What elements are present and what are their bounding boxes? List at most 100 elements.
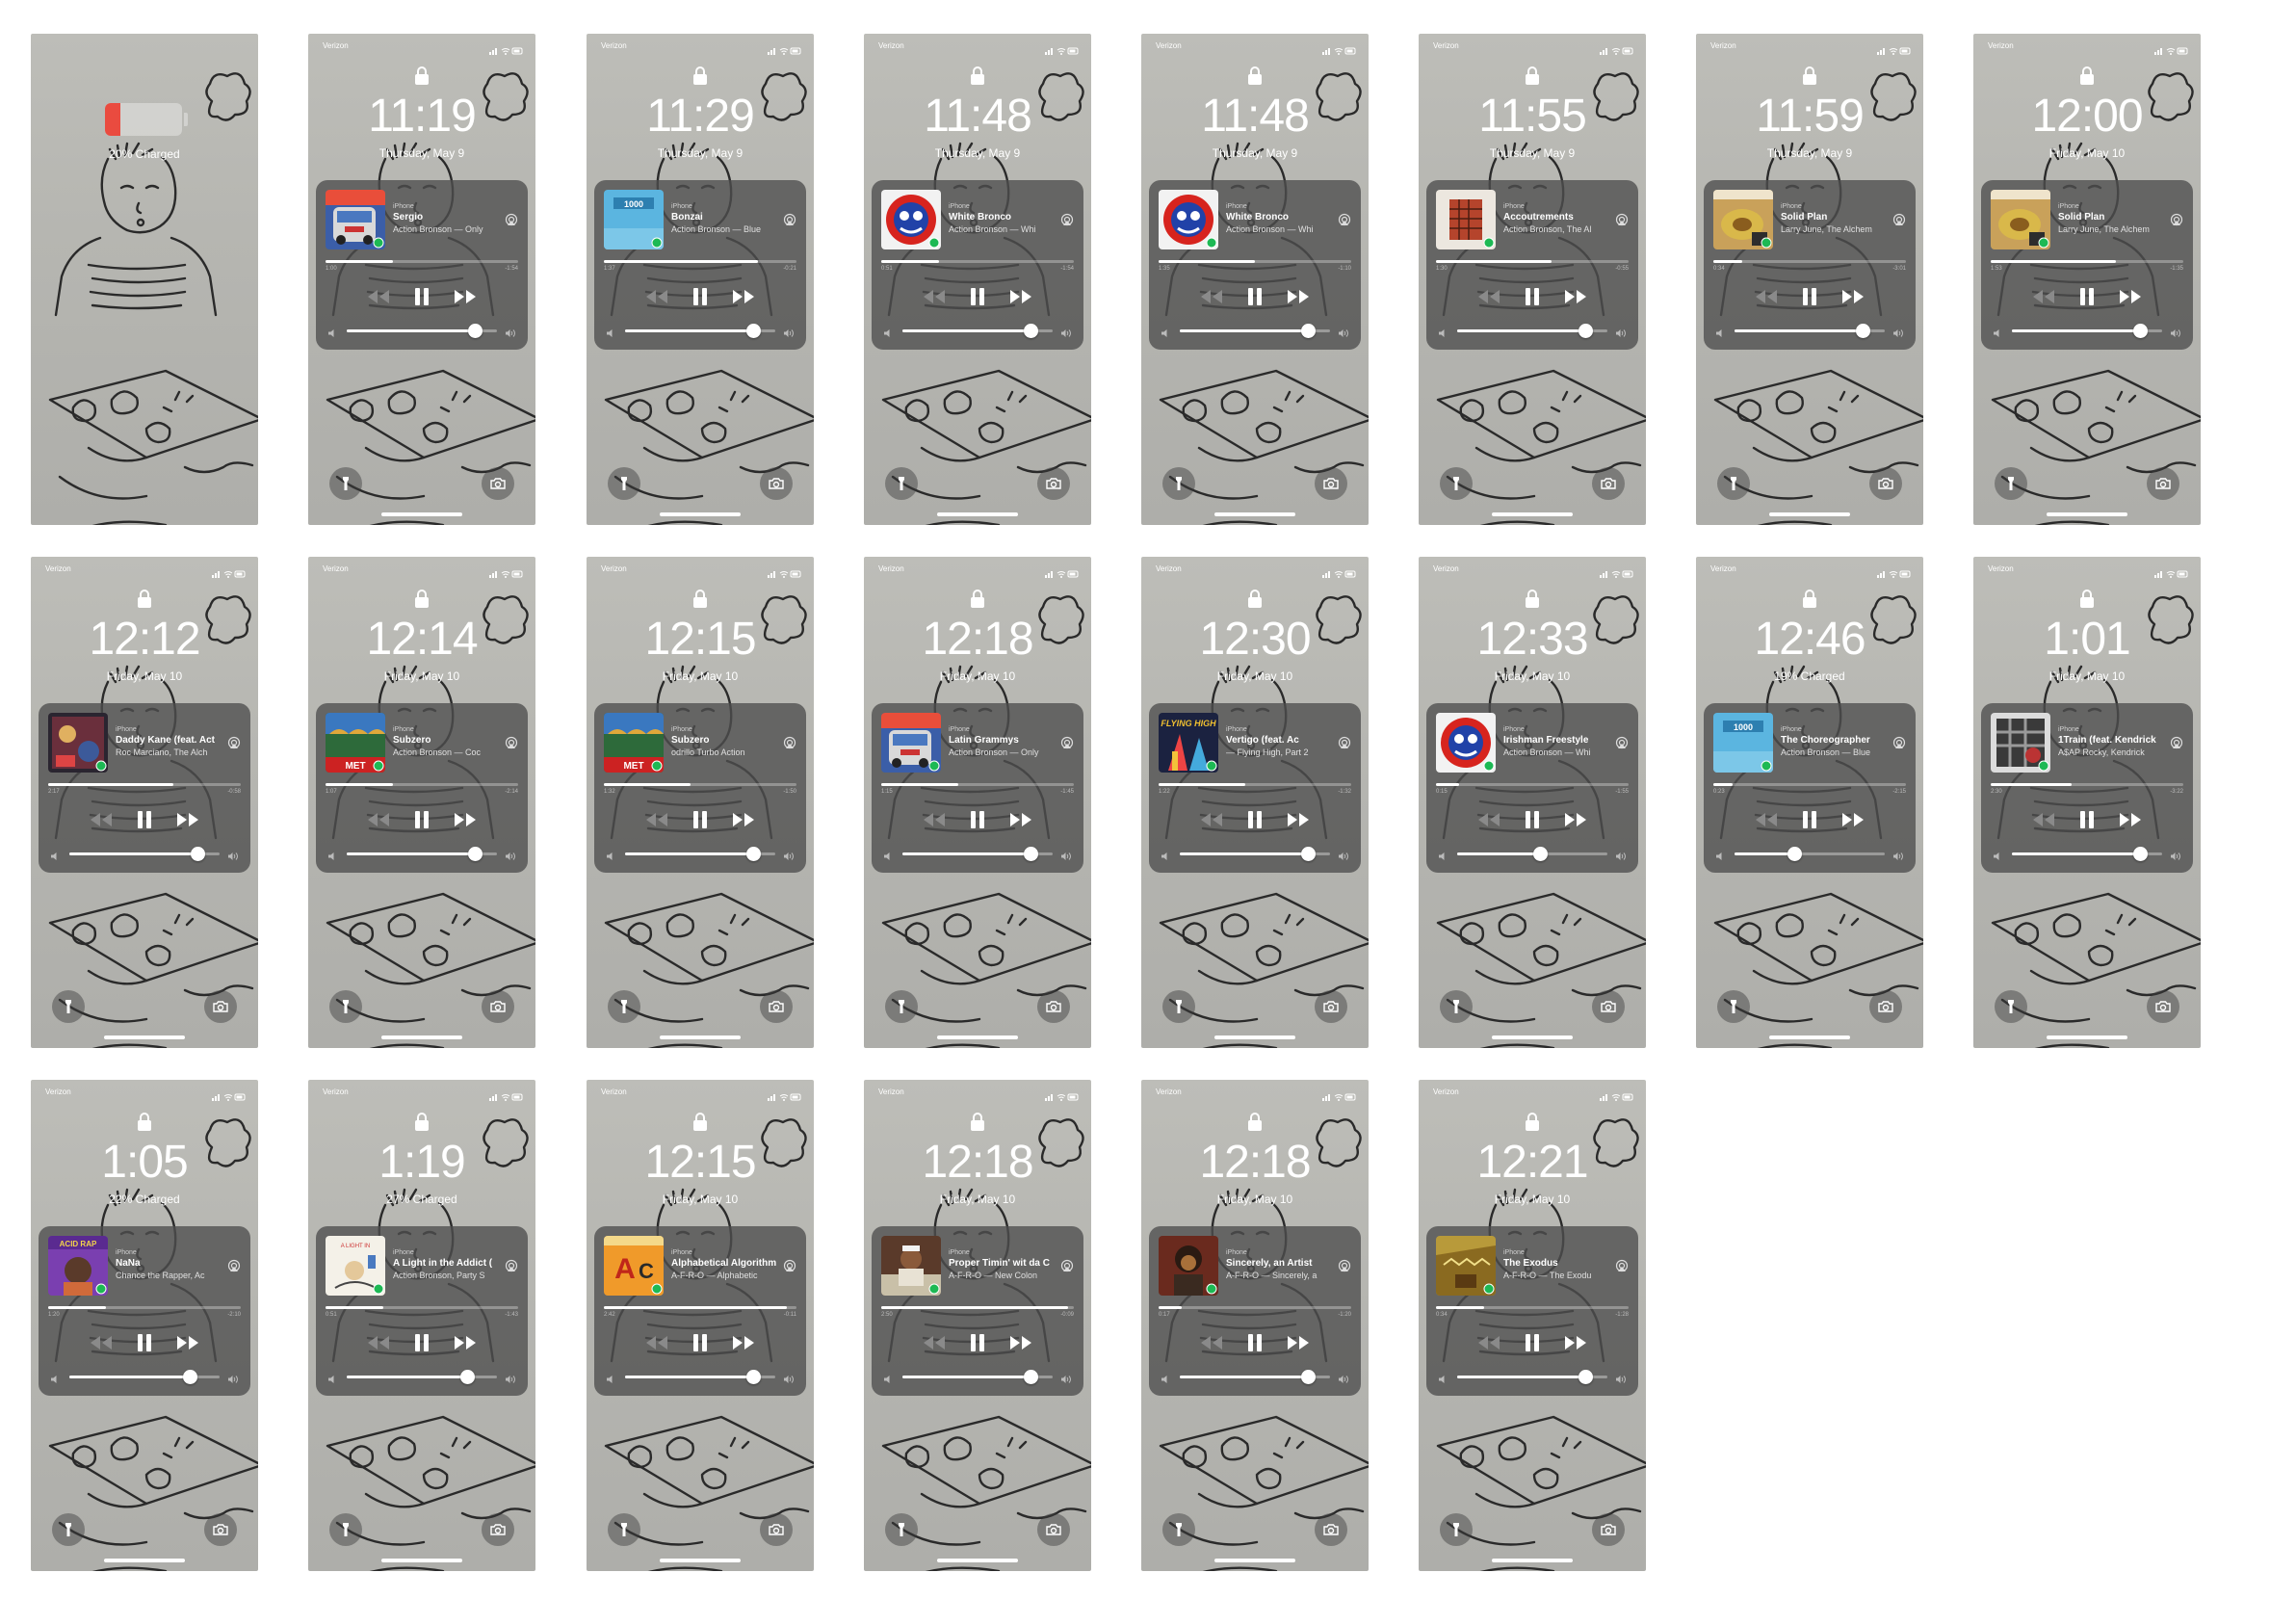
album-art[interactable] — [881, 190, 941, 249]
airplay-icon[interactable] — [1338, 736, 1351, 749]
progress-bar[interactable] — [604, 1306, 796, 1309]
camera-button[interactable] — [1037, 1513, 1070, 1546]
volume-slider[interactable] — [604, 323, 796, 338]
forward-button[interactable] — [1840, 284, 1866, 309]
now-playing-card[interactable]: MET iPhone Subzero Action Bronson — Coc 1:07… — [316, 703, 528, 873]
volume-slider[interactable] — [1436, 846, 1629, 861]
volume-track[interactable] — [2012, 847, 2162, 861]
flashlight-button[interactable] — [329, 467, 362, 500]
forward-button[interactable] — [1563, 807, 1588, 832]
volume-track[interactable] — [347, 1370, 497, 1384]
progress-bar[interactable] — [48, 783, 241, 786]
now-playing-card[interactable]: MET iPhone Subzero odrillo Turbo Action 1:32… — [594, 703, 806, 873]
volume-track[interactable] — [1735, 324, 1885, 338]
flashlight-button[interactable] — [1717, 467, 1750, 500]
progress-bar[interactable] — [1436, 260, 1629, 263]
pause-button[interactable] — [1797, 807, 1822, 832]
volume-slider[interactable] — [1713, 846, 1906, 861]
album-art[interactable] — [326, 190, 385, 249]
airplay-icon[interactable] — [1338, 1259, 1351, 1272]
volume-slider[interactable] — [881, 1369, 1074, 1384]
now-playing-card[interactable]: iPhone Solid Plan Larry June, The Alchem 1:… — [1981, 180, 2193, 350]
airplay-icon[interactable] — [1615, 1259, 1629, 1272]
album-art[interactable] — [1713, 190, 1773, 249]
album-art[interactable] — [1436, 713, 1496, 773]
flashlight-button[interactable] — [52, 990, 85, 1023]
volume-track[interactable] — [902, 847, 1053, 861]
home-indicator[interactable] — [104, 1559, 185, 1562]
volume-knob[interactable] — [745, 1370, 761, 1384]
forward-button[interactable] — [175, 1330, 200, 1355]
forward-button[interactable] — [1008, 284, 1033, 309]
volume-track[interactable] — [347, 324, 497, 338]
airplay-icon[interactable] — [1615, 736, 1629, 749]
album-art[interactable] — [881, 1236, 941, 1296]
camera-button[interactable] — [2147, 467, 2179, 500]
pause-button[interactable] — [965, 1330, 990, 1355]
camera-button[interactable] — [1592, 467, 1625, 500]
camera-button[interactable] — [482, 990, 514, 1023]
airplay-icon[interactable] — [1060, 736, 1074, 749]
home-indicator[interactable] — [381, 512, 462, 516]
rewind-button[interactable] — [1476, 1330, 1501, 1355]
album-art[interactable]: MET — [326, 713, 385, 773]
volume-knob[interactable] — [1023, 847, 1038, 861]
camera-button[interactable] — [760, 1513, 793, 1546]
home-indicator[interactable] — [1769, 1035, 1850, 1039]
pause-button[interactable] — [2074, 284, 2100, 309]
rewind-button[interactable] — [2031, 284, 2056, 309]
progress-bar[interactable] — [1991, 783, 2183, 786]
now-playing-card[interactable]: iPhone Irishman Freestyle Action Bronson —… — [1426, 703, 1638, 873]
flashlight-button[interactable] — [52, 1513, 85, 1546]
flashlight-button[interactable] — [1995, 467, 2027, 500]
pause-button[interactable] — [1242, 284, 1267, 309]
volume-knob[interactable] — [1300, 324, 1316, 338]
volume-track[interactable] — [1457, 847, 1607, 861]
airplay-icon[interactable] — [1615, 213, 1629, 226]
rewind-button[interactable] — [922, 807, 947, 832]
volume-knob[interactable] — [467, 324, 483, 338]
volume-track[interactable] — [902, 324, 1053, 338]
airplay-icon[interactable] — [1060, 213, 1074, 226]
home-indicator[interactable] — [1492, 512, 1573, 516]
flashlight-button[interactable] — [1440, 1513, 1473, 1546]
album-art[interactable] — [1991, 713, 2050, 773]
flashlight-button[interactable] — [1162, 467, 1195, 500]
volume-knob[interactable] — [467, 847, 483, 861]
album-art[interactable] — [881, 713, 941, 773]
volume-knob[interactable] — [1023, 1370, 1038, 1384]
now-playing-card[interactable]: FLYING HIGH iPhone Vertigo (feat. Ac — Flyi… — [1149, 703, 1361, 873]
home-indicator[interactable] — [660, 1035, 741, 1039]
rewind-button[interactable] — [644, 1330, 669, 1355]
airplay-icon[interactable] — [2170, 736, 2183, 749]
volume-slider[interactable] — [1159, 1369, 1351, 1384]
flashlight-button[interactable] — [608, 467, 640, 500]
home-indicator[interactable] — [2047, 1035, 2127, 1039]
now-playing-card[interactable]: iPhone Sergio Action Bronson — Only 1:00 -1:… — [316, 180, 528, 350]
home-indicator[interactable] — [1214, 1559, 1295, 1562]
rewind-button[interactable] — [1199, 1330, 1224, 1355]
now-playing-card[interactable]: iPhone Proper Timin' wit da C A-F-R-O — Ne… — [872, 1226, 1083, 1396]
album-art[interactable] — [1436, 1236, 1496, 1296]
volume-slider[interactable] — [48, 846, 241, 861]
airplay-icon[interactable] — [227, 1259, 241, 1272]
volume-knob[interactable] — [1300, 847, 1316, 861]
now-playing-card[interactable]: ACID RAP iPhone NaNa Chance the Rapper, Ac 1… — [39, 1226, 250, 1396]
rewind-button[interactable] — [2031, 807, 2056, 832]
flashlight-button[interactable] — [329, 990, 362, 1023]
camera-button[interactable] — [1315, 467, 1347, 500]
pause-button[interactable] — [1520, 807, 1545, 832]
camera-button[interactable] — [1592, 1513, 1625, 1546]
pause-button[interactable] — [1242, 807, 1267, 832]
now-playing-card[interactable]: iPhone 1Train (feat. Kendrick A$AP Rocky, … — [1981, 703, 2193, 873]
flashlight-button[interactable] — [885, 1513, 918, 1546]
album-art[interactable]: 1000 — [604, 190, 664, 249]
volume-slider[interactable] — [326, 846, 518, 861]
progress-bar[interactable] — [881, 260, 1074, 263]
camera-button[interactable] — [1592, 990, 1625, 1023]
rewind-button[interactable] — [644, 807, 669, 832]
airplay-icon[interactable] — [1060, 1259, 1074, 1272]
camera-button[interactable] — [760, 990, 793, 1023]
